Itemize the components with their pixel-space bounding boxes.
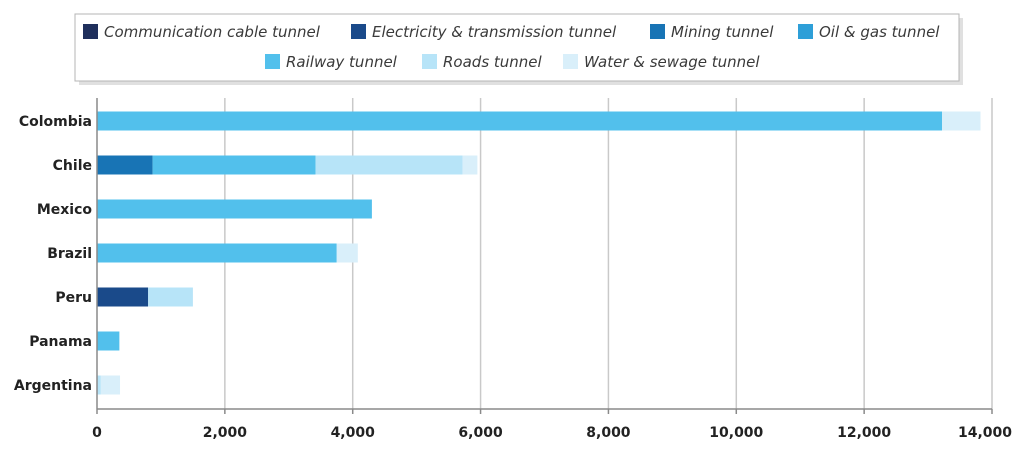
legend-item-communication-cable-tunnel: Communication cable tunnel: [83, 23, 321, 41]
legend-label: Oil & gas tunnel: [819, 23, 940, 41]
legend-label: Mining tunnel: [671, 23, 774, 41]
legend-label: Roads tunnel: [443, 53, 543, 71]
bar-chile-railway-tunnel: [152, 155, 316, 175]
legend-swatch: [563, 54, 578, 69]
legend-item-roads-tunnel: Roads tunnel: [422, 53, 543, 71]
category-label-chile: Chile: [53, 158, 92, 174]
bar-chile-water-and-sewage-tunnel: [462, 155, 478, 175]
category-label-panama: Panama: [29, 334, 92, 350]
legend-label: Electricity & transmission tunnel: [372, 23, 617, 41]
legend-swatch: [83, 24, 98, 39]
x-tick-label: 6,000: [458, 425, 503, 441]
category-label-peru: Peru: [55, 290, 92, 306]
axes: Colombia Chile Mexico Brazil Peru Panama Argen…: [14, 98, 1012, 441]
x-tick-label: 14,000: [958, 425, 1012, 441]
category-label-mexico: Mexico: [37, 202, 93, 218]
bar-panama-railway-tunnel: [97, 331, 120, 351]
category-label-colombia: Colombia: [19, 114, 92, 130]
legend-swatch: [798, 24, 813, 39]
bar-mexico-railway-tunnel: [97, 199, 372, 219]
legend-item-water-and-sewage-tunnel: Water & sewage tunnel: [563, 53, 760, 71]
bar-chile-roads-tunnel: [315, 155, 463, 175]
legend: Communication cable tunnel Electricity & …: [74, 13, 963, 85]
legend-label: Water & sewage tunnel: [584, 53, 760, 71]
x-tick-label: 4,000: [331, 425, 376, 441]
legend-item-electricity-and-transmission-tunnel: Electricity & transmission tunnel: [351, 23, 617, 41]
bar-argentina-water-and-sewage-tunnel: [100, 375, 121, 395]
bar-argentina-roads-tunnel: [97, 375, 101, 395]
bar-peru-electricity-and-transmission-tunnel: [97, 287, 149, 307]
legend-item-railway-tunnel: Railway tunnel: [265, 53, 398, 71]
grid: [224, 98, 993, 409]
x-tick-label: 2,000: [203, 425, 248, 441]
bar-colombia-railway-tunnel: [97, 111, 943, 131]
x-tick-label: 12,000: [837, 425, 891, 441]
category-label-brazil: Brazil: [47, 246, 92, 262]
legend-swatch: [650, 24, 665, 39]
legend-swatch: [351, 24, 366, 39]
bar-brazil-railway-tunnel: [97, 243, 337, 263]
x-tick-label: 10,000: [709, 425, 763, 441]
bar-chile-mining-tunnel: [97, 155, 153, 175]
category-label-argentina: Argentina: [14, 378, 92, 394]
legend-label: Railway tunnel: [286, 53, 398, 71]
legend-swatch: [265, 54, 280, 69]
legend-label: Communication cable tunnel: [104, 23, 321, 41]
legend-item-mining-tunnel: Mining tunnel: [650, 23, 774, 41]
x-tick-label: 8,000: [586, 425, 631, 441]
bar-colombia-water-and-sewage-tunnel: [942, 111, 981, 131]
legend-item-oil-and-gas-tunnel: Oil & gas tunnel: [798, 23, 940, 41]
legend-swatch: [422, 54, 437, 69]
bar-peru-roads-tunnel: [148, 287, 193, 307]
bar-brazil-water-and-sewage-tunnel: [336, 243, 358, 263]
bars: [97, 111, 981, 395]
x-tick-label: 0: [92, 425, 102, 441]
